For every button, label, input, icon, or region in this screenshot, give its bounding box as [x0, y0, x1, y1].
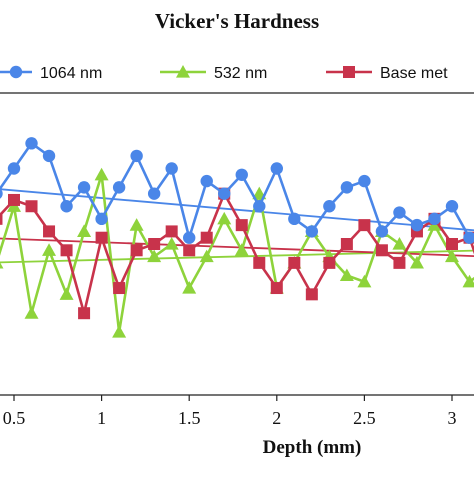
- data-point: [410, 218, 424, 232]
- series-2: [0, 167, 474, 338]
- chart-title: Vicker's Hardness: [155, 9, 319, 33]
- data-point: [129, 218, 144, 231]
- data-point: [112, 325, 127, 338]
- trendline-3: [0, 237, 474, 257]
- data-point: [147, 249, 162, 263]
- legend-item-3: Base met: [326, 65, 448, 82]
- x-tick-label: 1.5: [178, 408, 201, 428]
- x-tick-label: 0.5: [3, 408, 26, 428]
- data-point: [60, 200, 73, 213]
- data-point: [0, 188, 3, 199]
- data-point: [446, 238, 458, 250]
- data-point: [77, 181, 91, 194]
- data-point: [323, 256, 336, 269]
- data-point: [165, 225, 178, 238]
- data-point: [253, 256, 266, 269]
- data-point: [42, 149, 56, 163]
- data-point: [182, 281, 197, 294]
- x-tick-label: 1: [97, 408, 106, 428]
- data-point: [340, 181, 354, 194]
- data-point: [77, 224, 92, 238]
- data-series: [0, 137, 474, 338]
- series-1: [0, 137, 474, 244]
- data-point: [0, 212, 3, 225]
- data-point: [270, 282, 283, 295]
- x-axis-label: Depth (mm): [263, 437, 362, 458]
- data-point: [217, 211, 232, 225]
- data-point: [463, 231, 474, 244]
- data-point: [288, 212, 301, 226]
- chart-legend: 1064 nm 532 nm Base met: [0, 65, 448, 82]
- data-point: [165, 162, 178, 175]
- data-point: [339, 268, 354, 282]
- data-point: [130, 244, 143, 257]
- data-point: [183, 231, 196, 244]
- data-point: [288, 256, 301, 269]
- data-point: [235, 219, 248, 232]
- data-point: [148, 238, 161, 250]
- trendline-2: [0, 249, 474, 264]
- legend-marker: [343, 66, 355, 78]
- data-point: [235, 168, 248, 181]
- data-point: [234, 243, 249, 256]
- data-point: [59, 287, 74, 300]
- legend-item-1: 1064 nm: [0, 65, 102, 82]
- data-point: [358, 174, 371, 188]
- data-point: [445, 249, 459, 263]
- data-point: [25, 200, 38, 213]
- data-point: [340, 238, 353, 250]
- data-point: [199, 249, 214, 263]
- data-point: [164, 237, 179, 250]
- data-point: [305, 225, 319, 238]
- data-point: [305, 288, 318, 301]
- data-point: [113, 282, 126, 295]
- legend-label: 1064 nm: [40, 65, 102, 82]
- data-point: [25, 137, 38, 150]
- data-point: [200, 174, 213, 188]
- data-point: [43, 225, 56, 238]
- legend-label: 532 nm: [214, 65, 267, 82]
- data-point: [8, 193, 20, 206]
- data-point: [357, 274, 372, 288]
- series-3: [0, 187, 474, 320]
- data-point: [95, 212, 108, 226]
- data-point: [393, 206, 406, 219]
- data-point: [323, 200, 336, 213]
- legend-label: Base met: [380, 65, 448, 82]
- data-point: [130, 149, 143, 163]
- legend-marker: [9, 65, 23, 79]
- x-tick-label: 3: [448, 408, 457, 428]
- data-point: [253, 200, 266, 213]
- legend-item-2: 532 nm: [160, 65, 267, 82]
- data-point: [78, 307, 91, 320]
- data-point: [409, 255, 424, 269]
- data-point: [218, 187, 231, 200]
- data-point: [462, 274, 474, 288]
- data-point: [60, 244, 73, 257]
- x-tick-label: 2: [272, 408, 281, 428]
- data-point: [94, 167, 109, 181]
- data-point: [200, 231, 213, 244]
- data-point: [147, 187, 161, 200]
- data-point: [428, 212, 441, 226]
- data-point: [375, 225, 389, 238]
- data-point: [183, 244, 196, 257]
- data-point: [445, 200, 459, 213]
- data-point: [24, 306, 39, 319]
- legend-marker: [176, 65, 190, 78]
- data-point: [112, 181, 126, 194]
- data-point: [392, 237, 407, 250]
- data-point: [358, 219, 371, 232]
- data-point: [7, 162, 21, 175]
- data-point: [0, 262, 4, 269]
- data-point: [375, 244, 388, 257]
- data-point: [95, 231, 108, 244]
- data-point: [270, 162, 283, 175]
- x-axis-ticks: 0.5 1 1.5 2 2.5 3: [3, 395, 457, 428]
- data-point: [42, 243, 57, 256]
- data-point: [393, 256, 406, 269]
- x-tick-label: 2.5: [353, 408, 376, 428]
